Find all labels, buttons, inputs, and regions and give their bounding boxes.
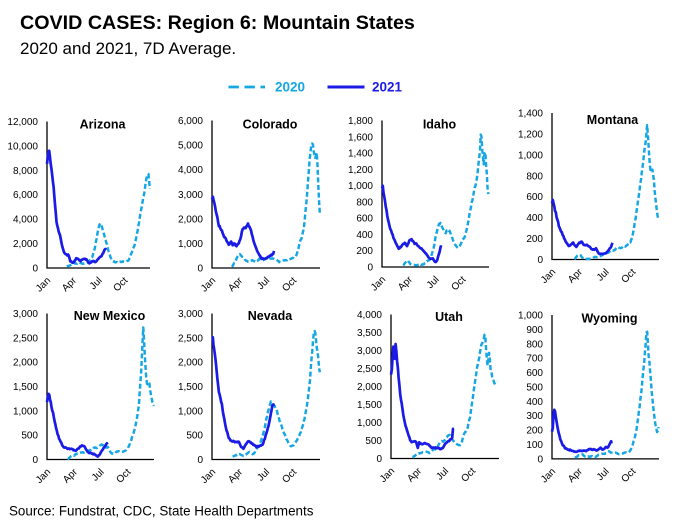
svg-text:1,000: 1,000 (13, 406, 38, 417)
svg-text:1,000: 1,000 (348, 181, 373, 192)
svg-text:200: 200 (526, 426, 543, 437)
svg-text:0: 0 (376, 454, 382, 465)
svg-text:1,800: 1,800 (348, 116, 373, 127)
svg-text:200: 200 (356, 246, 373, 257)
svg-text:4,000: 4,000 (13, 215, 38, 226)
svg-text:4,000: 4,000 (178, 165, 203, 176)
svg-text:1,000: 1,000 (357, 418, 382, 429)
svg-text:2021: 2021 (372, 80, 403, 95)
svg-text:2,000: 2,000 (178, 214, 203, 225)
svg-text:2020 and 2021, 7D Average.: 2020 and 2021, 7D Average. (20, 39, 236, 58)
svg-text:Montana: Montana (587, 113, 639, 127)
svg-text:6,000: 6,000 (178, 116, 203, 127)
svg-text:800: 800 (526, 339, 543, 350)
svg-text:Idaho: Idaho (423, 118, 457, 132)
svg-text:2,500: 2,500 (357, 364, 382, 375)
svg-text:3,000: 3,000 (178, 309, 203, 320)
svg-text:1,200: 1,200 (348, 165, 373, 176)
svg-text:1,500: 1,500 (13, 382, 38, 393)
svg-text:500: 500 (365, 436, 382, 447)
svg-text:0: 0 (367, 263, 373, 274)
svg-text:2,000: 2,000 (13, 239, 38, 250)
svg-text:1,600: 1,600 (348, 132, 373, 143)
svg-text:2,500: 2,500 (178, 333, 203, 344)
svg-text:100: 100 (526, 440, 543, 451)
svg-text:6,000: 6,000 (13, 190, 38, 201)
svg-text:Arizona: Arizona (80, 118, 127, 132)
svg-text:2020: 2020 (275, 80, 305, 95)
svg-text:3,000: 3,000 (178, 190, 203, 201)
svg-text:600: 600 (356, 214, 373, 225)
svg-text:300: 300 (526, 411, 543, 422)
svg-text:200: 200 (526, 234, 543, 245)
svg-text:4,000: 4,000 (357, 310, 382, 321)
svg-text:0: 0 (32, 455, 38, 466)
svg-text:800: 800 (356, 197, 373, 208)
svg-text:1,000: 1,000 (518, 311, 543, 322)
svg-text:600: 600 (526, 192, 543, 203)
svg-text:3,000: 3,000 (13, 309, 38, 320)
svg-text:Source: Fundstrat, CDC, State: Source: Fundstrat, CDC, State Health Dep… (9, 504, 314, 519)
svg-text:1,500: 1,500 (357, 400, 382, 411)
svg-text:1,000: 1,000 (178, 406, 203, 417)
svg-text:1,000: 1,000 (518, 150, 543, 161)
svg-text:12,000: 12,000 (7, 117, 38, 128)
svg-text:8,000: 8,000 (13, 166, 38, 177)
svg-text:2,000: 2,000 (178, 358, 203, 369)
svg-text:900: 900 (526, 325, 543, 336)
svg-text:2,000: 2,000 (13, 358, 38, 369)
svg-text:2,500: 2,500 (13, 333, 38, 344)
svg-text:Utah: Utah (435, 310, 463, 324)
svg-text:400: 400 (356, 230, 373, 241)
svg-text:500: 500 (186, 431, 203, 442)
svg-text:1,200: 1,200 (518, 129, 543, 140)
svg-text:0: 0 (197, 455, 203, 466)
svg-text:0: 0 (197, 264, 203, 275)
svg-text:400: 400 (526, 397, 543, 408)
svg-text:3,000: 3,000 (357, 346, 382, 357)
svg-text:0: 0 (32, 264, 38, 275)
svg-text:Nevada: Nevada (248, 309, 294, 323)
svg-text:Wyoming: Wyoming (581, 312, 637, 326)
svg-text:Colorado: Colorado (243, 118, 298, 132)
svg-text:3,500: 3,500 (357, 328, 382, 339)
svg-text:1,500: 1,500 (178, 382, 203, 393)
svg-text:0: 0 (537, 454, 543, 465)
svg-text:10,000: 10,000 (7, 141, 38, 152)
svg-text:600: 600 (526, 368, 543, 379)
svg-text:1,400: 1,400 (518, 109, 543, 120)
svg-text:New Mexico: New Mexico (74, 309, 146, 323)
svg-text:400: 400 (526, 213, 543, 224)
svg-text:5,000: 5,000 (178, 141, 203, 152)
svg-text:1,000: 1,000 (178, 239, 203, 250)
svg-text:800: 800 (526, 171, 543, 182)
svg-text:COVID CASES: Region 6: Mountai: COVID CASES: Region 6: Mountain States (20, 12, 415, 34)
svg-text:500: 500 (526, 382, 543, 393)
svg-text:1,400: 1,400 (348, 149, 373, 160)
svg-text:0: 0 (537, 255, 543, 266)
svg-text:500: 500 (21, 431, 38, 442)
svg-text:700: 700 (526, 354, 543, 365)
svg-text:2,000: 2,000 (357, 382, 382, 393)
